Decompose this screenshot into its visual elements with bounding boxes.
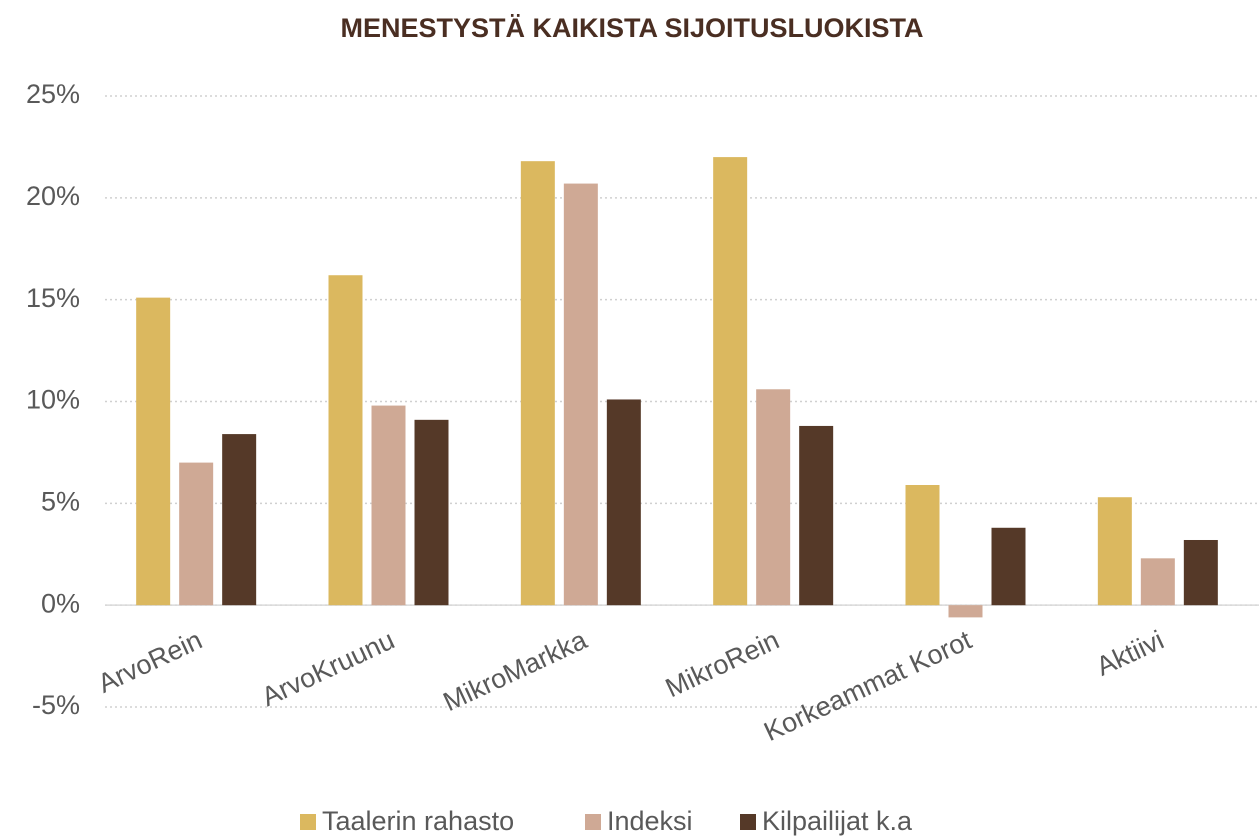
bar [905, 485, 940, 606]
y-tick-label: 15% [26, 283, 80, 313]
bar [520, 161, 555, 606]
legend-swatch [740, 814, 756, 830]
y-tick-label: -5% [32, 690, 80, 720]
y-tick-label: 10% [26, 385, 80, 415]
y-tick-label: 5% [41, 486, 80, 516]
bar [1183, 539, 1218, 606]
legend-label: Indeksi [607, 806, 693, 836]
bar [606, 399, 641, 606]
bar [799, 425, 834, 606]
legend-label: Taalerin rahasto [322, 806, 514, 836]
y-tick-label: 25% [26, 79, 80, 109]
x-tick-label: ArvoRein [93, 625, 206, 699]
y-tick-label: 20% [26, 181, 80, 211]
bar [948, 605, 983, 618]
legend-swatch [585, 814, 601, 830]
bar [563, 183, 598, 606]
bar [713, 157, 748, 606]
x-tick-label: MikroRein [661, 625, 784, 704]
x-tick-label: MikroMarkka [439, 624, 593, 717]
x-tick-label: Korkeammat Korot [759, 624, 976, 747]
x-tick-label: Aktiivi [1092, 625, 1169, 682]
chart-title: MENESTYSTÄ KAIKISTA SIJOITUSLUOKISTA [340, 13, 923, 43]
bar [136, 297, 171, 606]
legend-swatch [300, 814, 316, 830]
bar [414, 419, 449, 606]
x-tick-label: ArvoKruunu [257, 625, 399, 712]
bar [179, 462, 214, 606]
legend-label: Kilpailijat k.a [762, 806, 913, 836]
bar [1140, 558, 1175, 606]
bar [371, 405, 406, 606]
bar [1097, 497, 1132, 606]
bar [328, 275, 363, 606]
y-tick-label: 0% [41, 588, 80, 618]
bar [222, 434, 257, 606]
bar [991, 527, 1026, 606]
bar [756, 389, 791, 606]
